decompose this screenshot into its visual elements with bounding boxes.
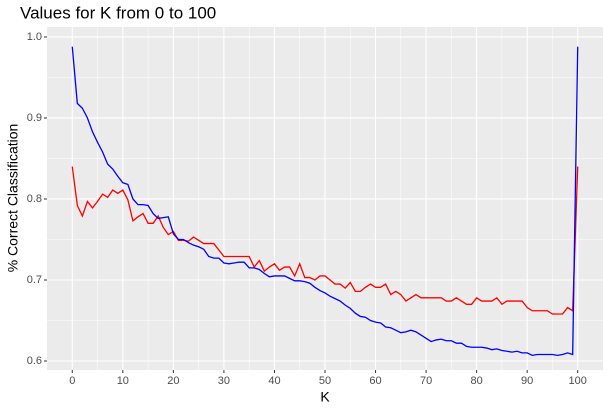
line-series	[71, 46, 579, 357]
x-tick-label: 60	[369, 375, 381, 387]
x-tick-label: 70	[420, 375, 432, 387]
y-tick-label: 1.0	[27, 31, 42, 43]
chart-title: Values for K from 0 to 100	[20, 3, 216, 22]
x-tick-label: 90	[521, 375, 533, 387]
x-tick-label: 50	[319, 375, 331, 387]
y-tick-label: 0.9	[27, 112, 42, 124]
line-series	[71, 166, 579, 315]
x-tick-label: 0	[69, 375, 75, 387]
y-tick-label: 0.8	[27, 193, 42, 205]
y-tick-label: 0.6	[27, 355, 42, 367]
x-tick-label: 30	[218, 375, 230, 387]
x-tick-label: 100	[569, 375, 587, 387]
x-tick-label: 20	[167, 375, 179, 387]
x-tick-label: 40	[268, 375, 280, 387]
x-tick-label: 10	[117, 375, 129, 387]
x-axis-title: K	[320, 389, 330, 405]
x-tick-label: 80	[471, 375, 483, 387]
y-tick-label: 0.7	[27, 274, 42, 286]
y-axis-title: % Correct Classification	[5, 124, 21, 273]
